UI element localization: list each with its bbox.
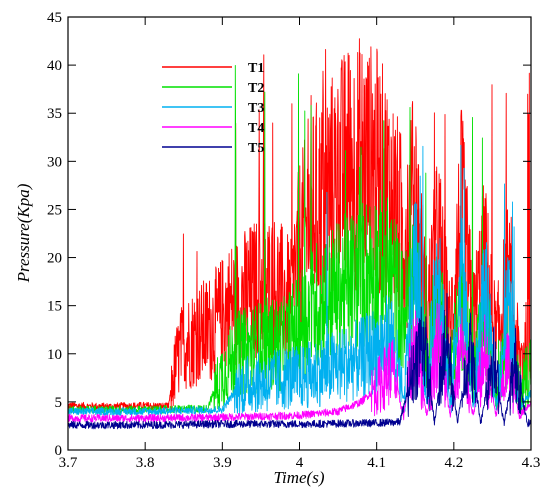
y-tick-label: 20 <box>47 251 62 267</box>
y-tick-label: 15 <box>47 299 62 315</box>
y-tick-label: 35 <box>47 106 62 122</box>
x-tick-label: 4.2 <box>444 455 463 471</box>
x-tick-label: 4 <box>296 455 304 471</box>
y-tick-label: 5 <box>55 395 63 411</box>
legend-label-t5: T5 <box>248 141 264 156</box>
y-tick-label: 10 <box>47 347 62 363</box>
legend-label-t4: T4 <box>248 121 264 136</box>
y-tick-label: 0 <box>55 443 63 459</box>
x-tick-label: 3.9 <box>213 455 232 471</box>
y-tick-label: 30 <box>47 154 62 170</box>
x-tick-label: 3.8 <box>136 455 155 471</box>
x-tick-label: 4.1 <box>367 455 386 471</box>
y-tick-label: 25 <box>47 202 62 218</box>
y-tick-label: 40 <box>47 58 62 74</box>
x-tick-label: 4.3 <box>522 455 541 471</box>
x-axis: 3.7 3.8 3.9 4 4.1 4.2 4.3 <box>59 17 541 471</box>
legend: T1 T2 T3 T4 T5 <box>162 61 264 156</box>
x-axis-title: Time(s) <box>274 468 325 487</box>
legend-label-t3: T3 <box>248 101 264 116</box>
legend-label-t2: T2 <box>248 81 264 96</box>
series-layer <box>68 38 531 430</box>
series-t5-line <box>68 293 531 430</box>
y-axis-title: Pressure(Kpa) <box>14 183 33 283</box>
x-tick-label: 3.7 <box>59 455 78 471</box>
legend-label-t1: T1 <box>248 61 264 76</box>
y-axis: 0 5 10 15 20 25 30 35 40 45 <box>47 10 531 459</box>
y-tick-label: 45 <box>47 10 62 26</box>
series-t3-line <box>68 144 531 416</box>
